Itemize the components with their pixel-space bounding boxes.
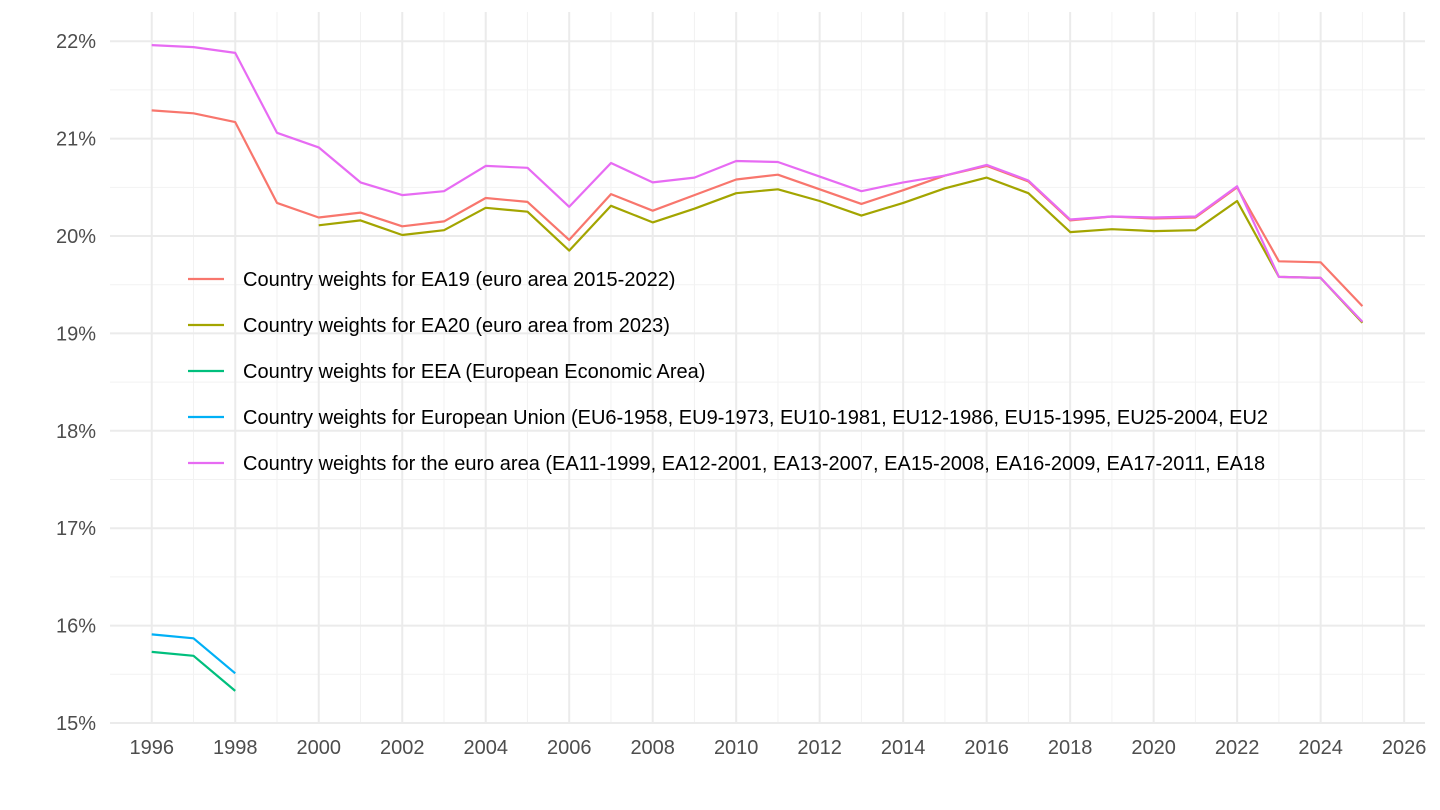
y-tick-label: 20%: [56, 226, 96, 248]
legend-label: Country weights for the euro area (EA11-…: [243, 453, 1265, 475]
x-tick-label: 2018: [1048, 737, 1093, 759]
y-tick-label: 22%: [56, 31, 96, 53]
x-tick-label: 2022: [1215, 737, 1260, 759]
legend: Country weights for EA19 (euro area 2015…: [188, 269, 1268, 475]
legend-label: Country weights for European Union (EU6-…: [243, 407, 1268, 429]
legend-label: Country weights for EEA (European Econom…: [243, 361, 705, 383]
legend-item: Country weights for EA20 (euro area from…: [188, 315, 670, 337]
y-tick-label: 16%: [56, 616, 96, 638]
series-line-3: [151, 650, 236, 692]
x-tick-label: 1996: [129, 737, 174, 759]
series-line-4: [151, 633, 236, 675]
x-tick-label: 1998: [213, 737, 258, 759]
legend-item: Country weights for EA19 (euro area 2015…: [188, 269, 675, 291]
series-line-2: [318, 176, 1364, 324]
x-tick-label: 2014: [881, 737, 926, 759]
y-tick-label: 21%: [56, 129, 96, 151]
x-tick-label: 2010: [714, 737, 759, 759]
x-tick-label: 2000: [296, 737, 341, 759]
series-line-5: [151, 44, 1364, 323]
legend-label: Country weights for EA20 (euro area from…: [243, 315, 670, 337]
y-tick-label: 17%: [56, 518, 96, 540]
x-tick-label: 2008: [630, 737, 675, 759]
y-tick-label: 15%: [56, 713, 96, 735]
legend-item: Country weights for EEA (European Econom…: [188, 361, 705, 383]
legend-item: Country weights for the euro area (EA11-…: [188, 453, 1265, 475]
legend-item: Country weights for European Union (EU6-…: [188, 407, 1268, 429]
x-tick-label: 2020: [1131, 737, 1176, 759]
x-tick-label: 2002: [380, 737, 425, 759]
x-tick-label: 2026: [1382, 737, 1427, 759]
x-tick-label: 2006: [547, 737, 592, 759]
x-tick-label: 2012: [797, 737, 842, 759]
legend-label: Country weights for EA19 (euro area 2015…: [243, 269, 675, 291]
series-lines: [151, 44, 1364, 692]
y-tick-label: 18%: [56, 421, 96, 443]
x-axis: 1996 1998 2000 2002 2004 2006 2008 2010 2012 2014…: [129, 737, 1426, 759]
x-tick-label: 2024: [1298, 737, 1343, 759]
major-gridlines: [110, 12, 1425, 724]
x-tick-label: 2004: [463, 737, 508, 759]
x-tick-label: 2016: [964, 737, 1009, 759]
y-tick-label: 19%: [56, 323, 96, 345]
minor-gridlines: [110, 12, 1425, 723]
y-axis: 15% 16% 17% 18% 19% 20% 21% 22%: [56, 31, 96, 735]
